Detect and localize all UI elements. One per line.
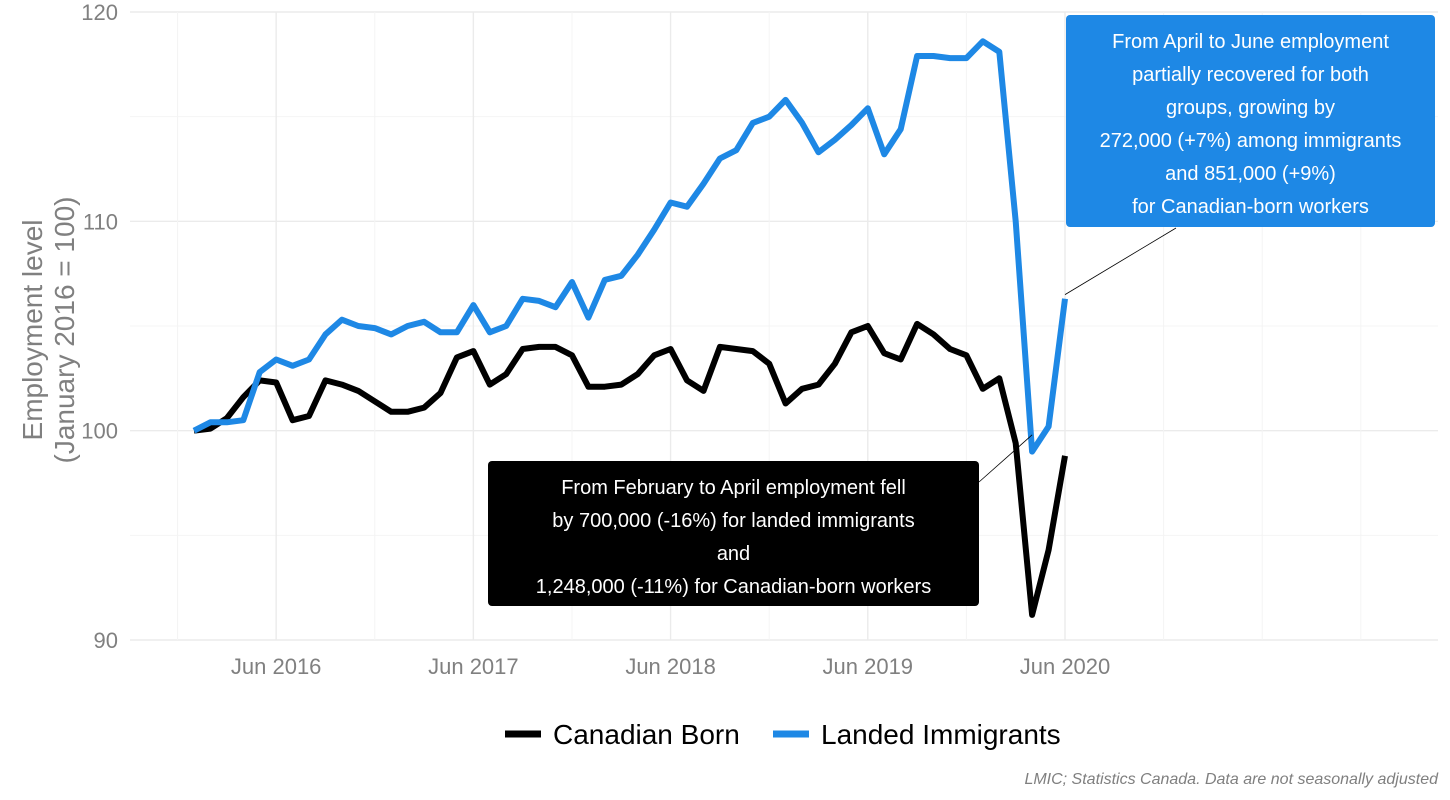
- annotation-pointer: [1064, 227, 1177, 295]
- annotation-text-line: 1,248,000 (-11%) for Canadian-born worke…: [536, 576, 931, 598]
- annotation-2: From February to April employment fell by…: [488, 434, 1033, 606]
- y-tick-label: 90: [94, 628, 118, 653]
- y-axis: 90 100 110 120: [81, 0, 118, 653]
- series-line-landed-immigrants: [192, 38, 1068, 455]
- legend-item-canadian-born: Canadian Born: [505, 719, 740, 750]
- x-tick-label: Jun 2018: [625, 654, 716, 679]
- y-axis-title-line-1: Employment level: [17, 220, 48, 441]
- legend: Canadian Born Landed Immigrants: [505, 719, 1061, 750]
- y-tick-label: 100: [81, 419, 118, 444]
- annotation-text-line: by 700,000 (-16%) for landed immigrants: [552, 510, 914, 532]
- annotation-text-line: groups, growing by: [1166, 97, 1335, 119]
- annotations: From April to June employment partially r…: [488, 15, 1435, 606]
- annotation-1: From April to June employment partially r…: [1064, 15, 1435, 295]
- annotation-text-line: From April to June employment: [1112, 31, 1389, 53]
- annotation-text-line: and 851,000 (+9%): [1165, 163, 1336, 185]
- annotation-box: [488, 461, 979, 606]
- legend-label: Landed Immigrants: [821, 719, 1061, 750]
- x-axis: Jun 2016 Jun 2017 Jun 2018 Jun 2019 Jun 2020: [231, 654, 1110, 679]
- annotation-text-line: for Canadian-born workers: [1132, 196, 1369, 218]
- y-axis-title-line-2: (January 2016 = 100): [49, 197, 80, 464]
- x-tick-label: Jun 2019: [823, 654, 914, 679]
- annotation-box: [1066, 15, 1435, 227]
- y-axis-title: Employment level (January 2016 = 100): [17, 197, 80, 464]
- x-tick-label: Jun 2017: [428, 654, 519, 679]
- y-tick-label: 110: [83, 209, 118, 234]
- y-tick-label: 120: [81, 0, 118, 25]
- x-tick-label: Jun 2020: [1020, 654, 1111, 679]
- x-tick-label: Jun 2016: [231, 654, 322, 679]
- annotation-text-line: partially recovered for both: [1132, 64, 1369, 86]
- legend-item-landed-immigrants: Landed Immigrants: [773, 719, 1061, 750]
- annotation-text-line: From February to April employment fell: [561, 477, 906, 499]
- annotation-text-line: and: [717, 543, 750, 565]
- series-line-canadian-born: [193, 320, 1068, 618]
- series-lines: [192, 38, 1068, 618]
- legend-label: Canadian Born: [553, 719, 740, 750]
- annotation-text-line: 272,000 (+7%) among immigrants: [1100, 130, 1402, 152]
- annotation-pointer: [978, 434, 1033, 483]
- source-caption: LMIC; Statistics Canada. Data are not se…: [1024, 771, 1439, 788]
